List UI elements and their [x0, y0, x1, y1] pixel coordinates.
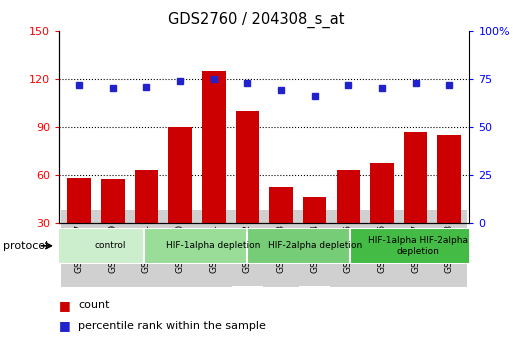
Text: count: count: [78, 300, 110, 310]
Bar: [269, 187, 293, 223]
Bar: [337, 170, 360, 223]
Bar: [168, 127, 192, 223]
Text: ■: ■: [59, 299, 71, 312]
Bar: [370, 164, 393, 223]
Bar: [404, 131, 427, 223]
Text: HIF-1alpha HIF-2alpha
depletion: HIF-1alpha HIF-2alpha depletion: [368, 236, 468, 256]
Text: control: control: [94, 241, 126, 250]
Text: GDS2760 / 204308_s_at: GDS2760 / 204308_s_at: [168, 12, 345, 28]
Bar: [438, 135, 461, 223]
Bar: [350, 228, 486, 264]
Bar: [135, 170, 158, 223]
Bar: [202, 71, 226, 223]
Bar: [247, 228, 384, 264]
Text: HIF-1alpha depletion: HIF-1alpha depletion: [166, 241, 260, 250]
Bar: [101, 179, 125, 223]
Bar: [67, 178, 91, 223]
Text: HIF-2alpha depletion: HIF-2alpha depletion: [268, 241, 363, 250]
Bar: [42, 228, 179, 264]
Text: protocol: protocol: [3, 241, 48, 251]
Bar: [145, 228, 281, 264]
Text: ■: ■: [59, 319, 71, 333]
Bar: [303, 197, 326, 223]
Text: percentile rank within the sample: percentile rank within the sample: [78, 321, 266, 331]
Bar: [235, 111, 259, 223]
